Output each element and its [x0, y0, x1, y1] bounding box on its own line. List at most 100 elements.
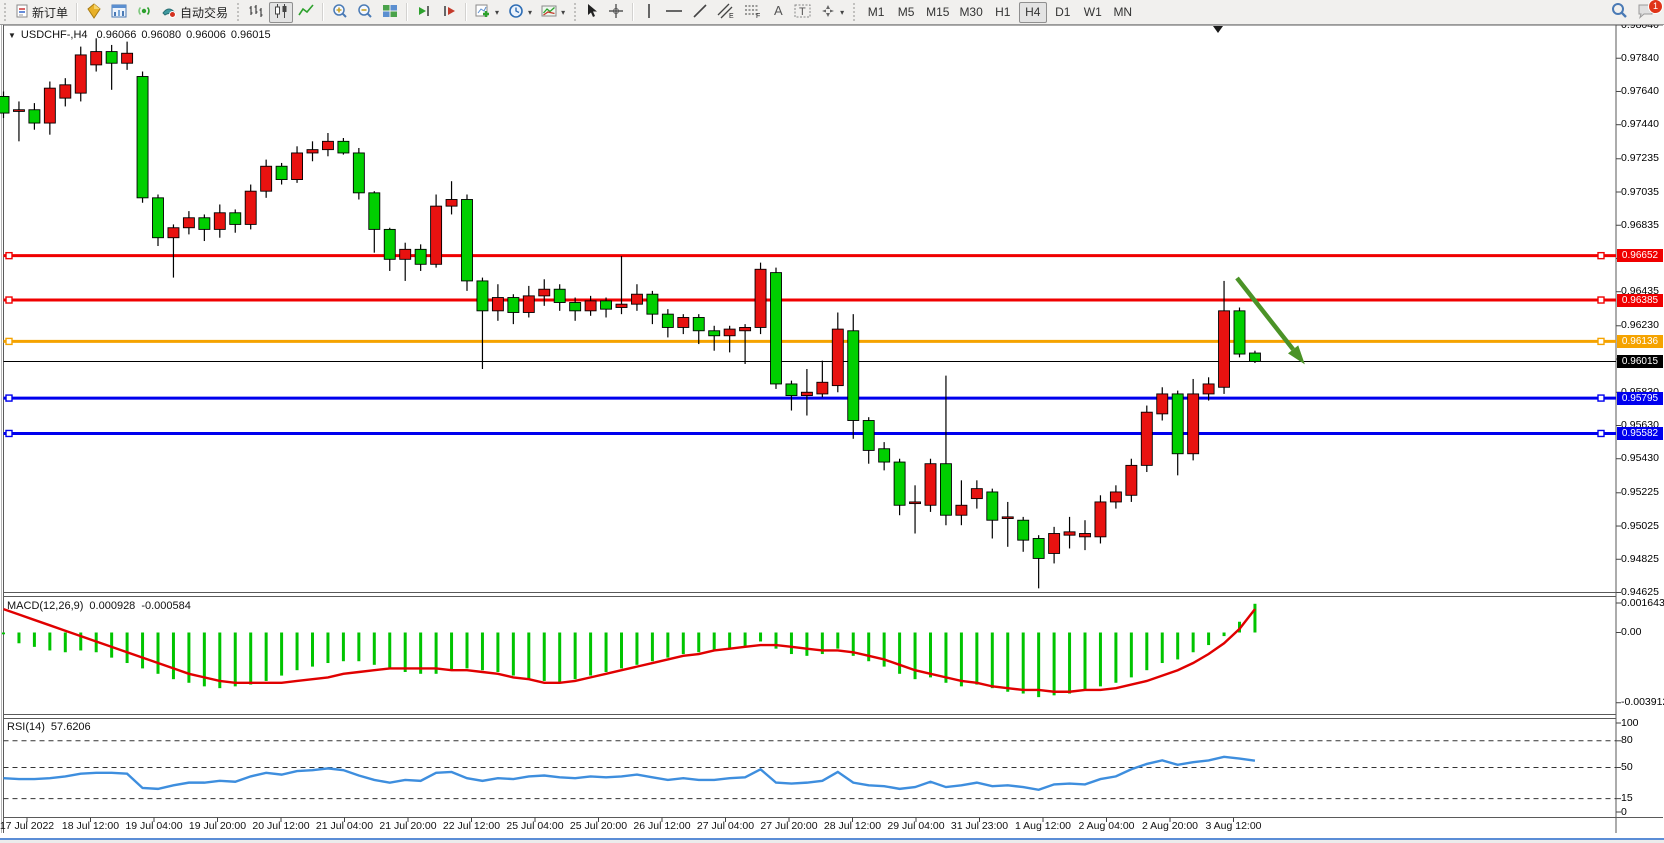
- bar-chart-button[interactable]: [244, 2, 268, 23]
- price-axis-tick: 0.97235: [1621, 152, 1659, 165]
- hline-handle[interactable]: [5, 296, 13, 304]
- fibonacci-icon: F: [744, 3, 762, 22]
- auto-scroll-button[interactable]: [412, 2, 436, 23]
- timeframe-h4-button[interactable]: H4: [1018, 1, 1047, 23]
- horizontal-line-button[interactable]: [661, 2, 687, 23]
- timeframe-m30-button[interactable]: M30: [955, 2, 986, 23]
- arrows-button[interactable]: ▾: [816, 2, 848, 23]
- hline-handle[interactable]: [1597, 337, 1605, 346]
- rsi-axis-tick: 50: [1621, 761, 1633, 773]
- hline-handle[interactable]: [5, 251, 13, 260]
- hline-handle[interactable]: [1597, 296, 1605, 304]
- timeframe-w1-button[interactable]: W1: [1079, 2, 1107, 23]
- timeframe-m5-button[interactable]: M5: [892, 2, 920, 23]
- equidistant-channel-button[interactable]: E: [713, 2, 739, 23]
- toolbar-grip[interactable]: [236, 3, 241, 21]
- timeframe-m15-button[interactable]: M15: [922, 2, 953, 23]
- date-axis-label: 3 Aug 12:00: [1205, 820, 1262, 832]
- price-line-label[interactable]: 0.96652: [1617, 249, 1663, 263]
- cursor-button[interactable]: [581, 2, 603, 23]
- date-axis-label: 26 Jul 12:00: [633, 820, 691, 832]
- chart-open-value: 0.96066: [96, 29, 137, 41]
- separator: [76, 3, 79, 21]
- trendline-button[interactable]: [688, 2, 712, 23]
- arrow-annotation[interactable]: [1235, 276, 1295, 351]
- macd-axis-tick: 0.001643: [1621, 596, 1664, 609]
- new-order-label: 新订单: [32, 5, 69, 20]
- rsi-axis-tick: 0: [1621, 805, 1627, 818]
- crosshair-button[interactable]: [604, 2, 628, 23]
- date-axis-label: 19 Jul 04:00: [125, 820, 183, 832]
- hline-handle[interactable]: [5, 337, 13, 346]
- price-line-label[interactable]: 0.95582: [1617, 426, 1663, 440]
- timeframe-mn-button[interactable]: MN: [1109, 2, 1137, 23]
- price-axis-tick: 0.94625: [1621, 586, 1659, 598]
- date-axis-label: 2 Aug 20:00: [1141, 820, 1199, 832]
- indicators-button[interactable]: ▾: [471, 2, 503, 23]
- chart-shift-marker-icon[interactable]: [1213, 26, 1223, 33]
- macd-main-value: 0.000928: [89, 600, 136, 612]
- chart-high-value: 0.96080: [141, 29, 182, 41]
- notifications-button[interactable]: 1: [1633, 0, 1663, 23]
- svg-text:A: A: [774, 3, 783, 18]
- timeframe-h1-button[interactable]: H1: [989, 2, 1017, 23]
- templates-button[interactable]: ▾: [537, 2, 569, 23]
- line-chart-button[interactable]: [294, 2, 318, 23]
- toolbar-grip[interactable]: [573, 3, 578, 21]
- zoom-in-button[interactable]: [328, 2, 352, 23]
- toolbar-grip[interactable]: [3, 3, 7, 21]
- date-axis-label: 1 Aug 12:00: [1014, 820, 1072, 832]
- date-axis-label: 27 Jul 20:00: [760, 820, 818, 832]
- timeframe-m1-button[interactable]: M1: [862, 2, 890, 23]
- fibonacci-button[interactable]: F: [740, 2, 766, 23]
- periods-button[interactable]: ▾: [504, 2, 536, 23]
- periods-icon: [508, 3, 524, 22]
- zoom-in-icon: [332, 3, 348, 22]
- search-button[interactable]: [1607, 2, 1632, 23]
- tile-windows-icon: [382, 3, 398, 22]
- date-axis-label: 17 Jul 2022: [0, 820, 55, 832]
- price-line-label[interactable]: 0.96015: [1617, 355, 1663, 368]
- market-watch-button[interactable]: [82, 2, 106, 23]
- price-line-label[interactable]: 0.96136: [1617, 334, 1663, 348]
- zoom-out-button[interactable]: [353, 2, 377, 23]
- zoom-out-icon: [357, 3, 373, 22]
- separator: [406, 3, 409, 21]
- text-button[interactable]: A: [767, 2, 789, 23]
- charts-window-icon: [111, 3, 127, 22]
- date-axis-label: 28 Jul 12:00: [823, 820, 882, 832]
- price-axis-tick: 0.95225: [1621, 486, 1659, 499]
- crosshair-icon: [608, 3, 624, 22]
- price-line-label[interactable]: 0.96385: [1617, 293, 1663, 307]
- date-axis-label: 18 Jul 12:00: [61, 820, 120, 832]
- macd-signal-value: -0.000584: [141, 600, 191, 612]
- vertical-line-icon: [643, 3, 655, 22]
- candlestick-chart-button[interactable]: [269, 1, 294, 23]
- chevron-down-icon: ▾: [528, 7, 533, 17]
- timeframe-d1-button[interactable]: D1: [1049, 2, 1077, 23]
- hline-handle[interactable]: [5, 394, 13, 402]
- price-line-label[interactable]: 0.95795: [1617, 391, 1663, 405]
- hline-handle[interactable]: [1597, 429, 1605, 438]
- svg-text:E: E: [729, 13, 734, 19]
- charts-window-button[interactable]: [107, 2, 131, 23]
- date-axis-label: 29 Jul 04:00: [887, 820, 945, 832]
- macd-axis-tick: -0.003912: [1621, 696, 1664, 709]
- new-order-button[interactable]: 新订单: [11, 2, 72, 23]
- vertical-line-button[interactable]: [638, 2, 660, 23]
- text-label-button[interactable]: T: [790, 2, 815, 23]
- chart-title: ▼ USDCHF-,H4 0.96066 0.96080 0.96006 0.9…: [8, 29, 271, 41]
- hline-handle[interactable]: [1597, 251, 1605, 260]
- tile-windows-button[interactable]: [378, 2, 402, 23]
- signals-button[interactable]: [132, 2, 156, 23]
- rsi-panel-title: RSI(14) 57.6206: [7, 721, 91, 733]
- chart-shift-button[interactable]: [437, 2, 461, 23]
- chart-menu-icon[interactable]: ▼: [8, 30, 16, 40]
- autotrading-button[interactable]: 自动交易: [157, 2, 232, 23]
- hline-handle[interactable]: [5, 429, 13, 438]
- toolbar-grip[interactable]: [852, 3, 857, 21]
- horizontal-line-icon: [665, 4, 683, 21]
- hline-handle[interactable]: [1597, 394, 1605, 402]
